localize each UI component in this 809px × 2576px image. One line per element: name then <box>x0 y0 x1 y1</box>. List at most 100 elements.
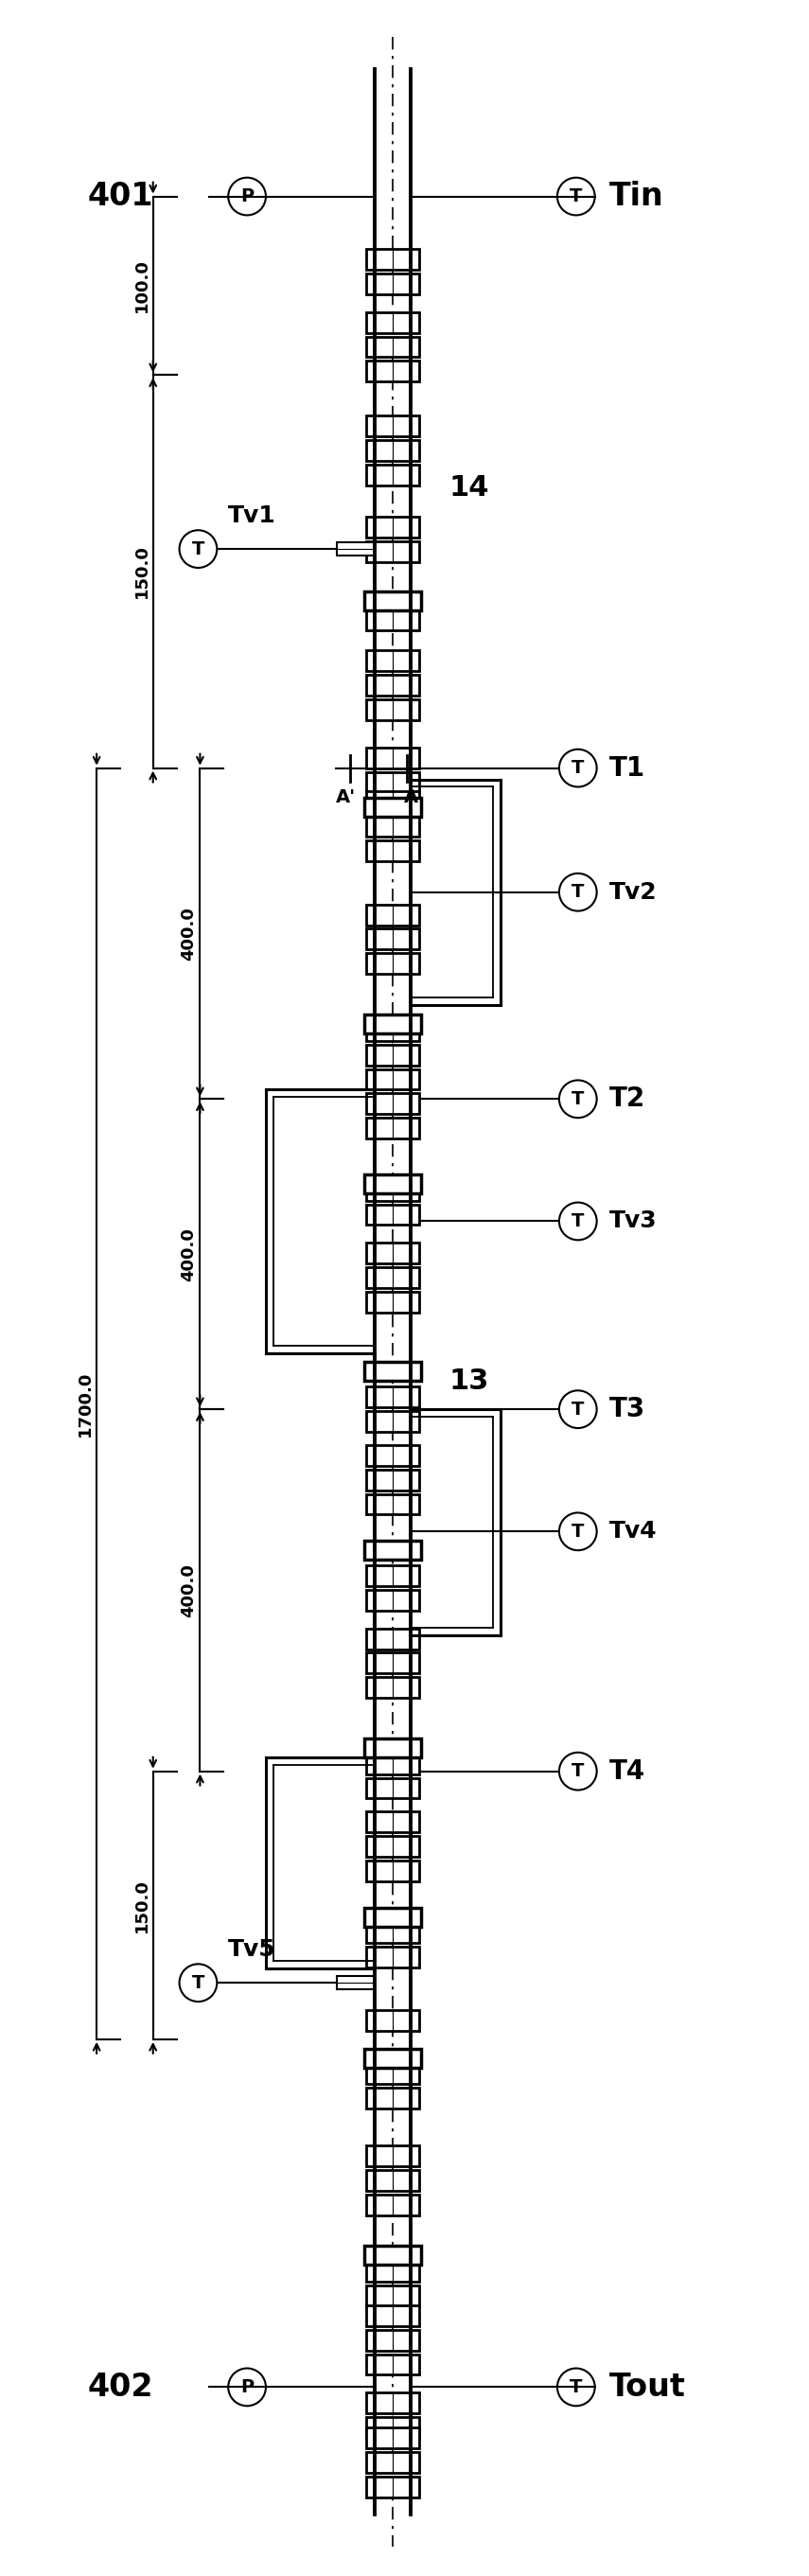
Text: T: T <box>572 1401 584 1419</box>
Text: Tv2: Tv2 <box>609 881 657 904</box>
Bar <box>366 1777 419 1798</box>
Bar <box>366 1860 419 1880</box>
Bar <box>366 1180 419 1200</box>
Bar <box>366 1291 419 1311</box>
Text: P: P <box>240 2378 254 2396</box>
Bar <box>366 1754 419 1775</box>
Text: Tv3: Tv3 <box>609 1211 657 1231</box>
Text: T: T <box>570 188 582 206</box>
Text: P: P <box>240 188 254 206</box>
Bar <box>366 2354 419 2375</box>
Text: 13: 13 <box>449 1368 489 1394</box>
Bar <box>366 1043 419 1064</box>
Bar <box>366 1386 419 1406</box>
Bar <box>366 773 419 793</box>
Text: T: T <box>570 2378 582 2396</box>
Bar <box>366 337 419 358</box>
Text: 402: 402 <box>87 2372 153 2403</box>
Bar <box>366 2476 419 2496</box>
Bar <box>366 2009 419 2030</box>
Bar <box>366 1267 419 1288</box>
Text: Tv4: Tv4 <box>609 1520 657 1543</box>
Bar <box>366 904 419 925</box>
Text: A: A <box>404 788 419 806</box>
Bar <box>366 2452 419 2473</box>
Bar <box>365 1363 421 1381</box>
Text: T: T <box>572 1522 584 1540</box>
Bar <box>366 1947 419 1968</box>
Bar <box>365 1909 421 1927</box>
Bar <box>365 1175 421 1193</box>
Text: T: T <box>572 1213 584 1231</box>
Text: T: T <box>572 884 584 902</box>
Bar <box>366 1242 419 1265</box>
Text: T: T <box>572 1090 584 1108</box>
Bar <box>366 1468 419 1489</box>
Bar <box>366 541 419 562</box>
Bar <box>366 701 419 721</box>
Bar <box>366 415 419 435</box>
Text: T1: T1 <box>609 755 645 781</box>
Bar <box>366 1566 419 1587</box>
Bar <box>366 1677 419 1698</box>
Bar <box>366 1811 419 1832</box>
Text: T: T <box>192 1973 205 1991</box>
Text: Tin: Tin <box>609 180 663 211</box>
Bar <box>366 840 419 860</box>
Bar <box>366 1494 419 1515</box>
Bar <box>365 799 421 817</box>
Bar <box>366 1412 419 1432</box>
Text: 400.0: 400.0 <box>180 907 197 961</box>
Bar <box>366 1922 419 1942</box>
Bar <box>366 518 419 538</box>
Bar <box>365 1015 421 1033</box>
Bar <box>366 1589 419 1610</box>
Text: Tout: Tout <box>609 2372 685 2403</box>
Bar <box>366 1628 419 1649</box>
Text: T3: T3 <box>609 1396 645 1422</box>
Bar <box>366 2306 419 2326</box>
Bar <box>366 1092 419 1113</box>
Text: 1700.0: 1700.0 <box>77 1370 94 1437</box>
Bar <box>365 1540 421 1558</box>
Text: T: T <box>192 541 205 559</box>
Bar <box>366 652 419 672</box>
Bar <box>366 2262 419 2282</box>
Text: 14: 14 <box>449 474 489 502</box>
Bar <box>366 2195 419 2215</box>
Bar <box>366 791 419 811</box>
Bar <box>366 2146 419 2166</box>
Bar <box>365 2246 421 2264</box>
Bar <box>366 361 419 381</box>
Bar <box>366 273 419 294</box>
Bar <box>366 608 419 631</box>
Text: T2: T2 <box>609 1084 645 1113</box>
Text: T4: T4 <box>609 1757 645 1785</box>
Bar <box>366 1069 419 1090</box>
Text: 150.0: 150.0 <box>133 1878 150 1932</box>
Text: Tv1: Tv1 <box>228 505 276 528</box>
Bar <box>366 464 419 484</box>
Bar <box>366 675 419 696</box>
Bar <box>366 2427 419 2447</box>
Bar <box>365 2048 421 2069</box>
Text: 400.0: 400.0 <box>180 1564 197 1618</box>
Bar <box>365 592 421 611</box>
Bar <box>366 1837 419 1857</box>
Bar <box>366 2089 419 2110</box>
Bar <box>366 1118 419 1139</box>
Bar <box>366 817 419 837</box>
Bar <box>337 544 375 556</box>
Bar <box>366 1445 419 1466</box>
Text: 400.0: 400.0 <box>180 1226 197 1280</box>
Bar <box>366 1654 419 1674</box>
Bar <box>366 1206 419 1226</box>
Bar <box>337 1976 375 1989</box>
Bar <box>366 2063 419 2084</box>
Text: T: T <box>572 1762 584 1780</box>
Bar <box>366 440 419 461</box>
Bar <box>366 2169 419 2190</box>
Text: 401: 401 <box>87 180 153 211</box>
Bar <box>365 1739 421 1757</box>
Text: Tv5: Tv5 <box>228 1940 276 1960</box>
